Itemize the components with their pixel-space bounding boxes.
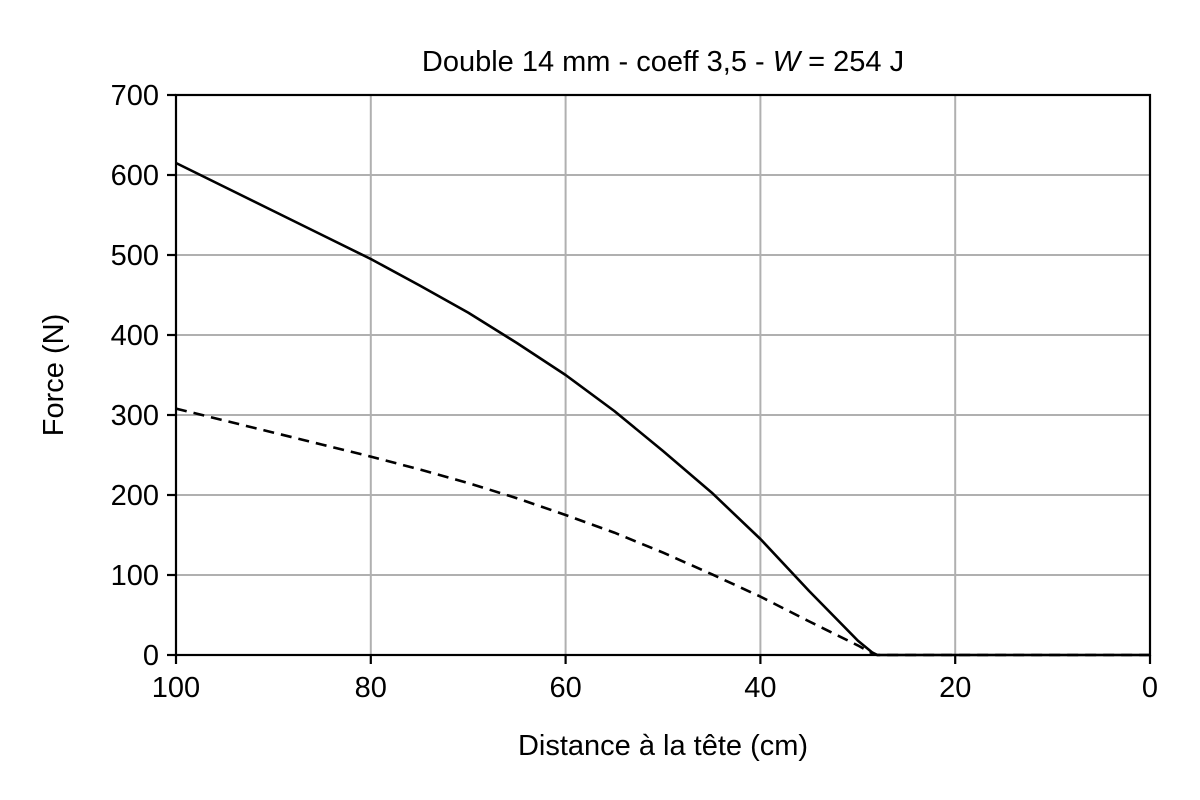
series-layer [175,161,1150,657]
y-tick-label: 600 [111,160,159,192]
x-tick-label: 100 [152,672,200,704]
y-tick-label: 700 [111,80,159,112]
x-tick-label: 20 [939,672,971,704]
plot-frame [174,93,1152,657]
y-tick-label: 0 [143,640,159,672]
y-tick-label: 100 [111,560,159,592]
x-tick-label: 0 [1142,672,1158,704]
chart-title: Double 14 mm - coeff 3,5 - W = 254 J [422,46,904,78]
y-tick-label: 200 [111,480,159,512]
series-line-solid [175,161,1150,657]
x-tick-label: 40 [744,672,776,704]
x-axis-label: Distance à la tête (cm) [518,730,808,762]
y-tick-label: 500 [111,240,159,272]
y-tick-label: 300 [111,400,159,432]
x-tick-label: 80 [355,672,387,704]
y-tick-label: 400 [111,320,159,352]
chart-title-variable: W [773,46,803,78]
chart-title-prefix: Double 14 mm - coeff 3,5 - [422,46,773,78]
grid-lines [175,94,1151,656]
y-axis-label: Force (N) [38,314,70,436]
x-tick-label: 60 [549,672,581,704]
series-line-dashed [175,407,1150,657]
chart-title-suffix: = 254 J [800,46,904,78]
